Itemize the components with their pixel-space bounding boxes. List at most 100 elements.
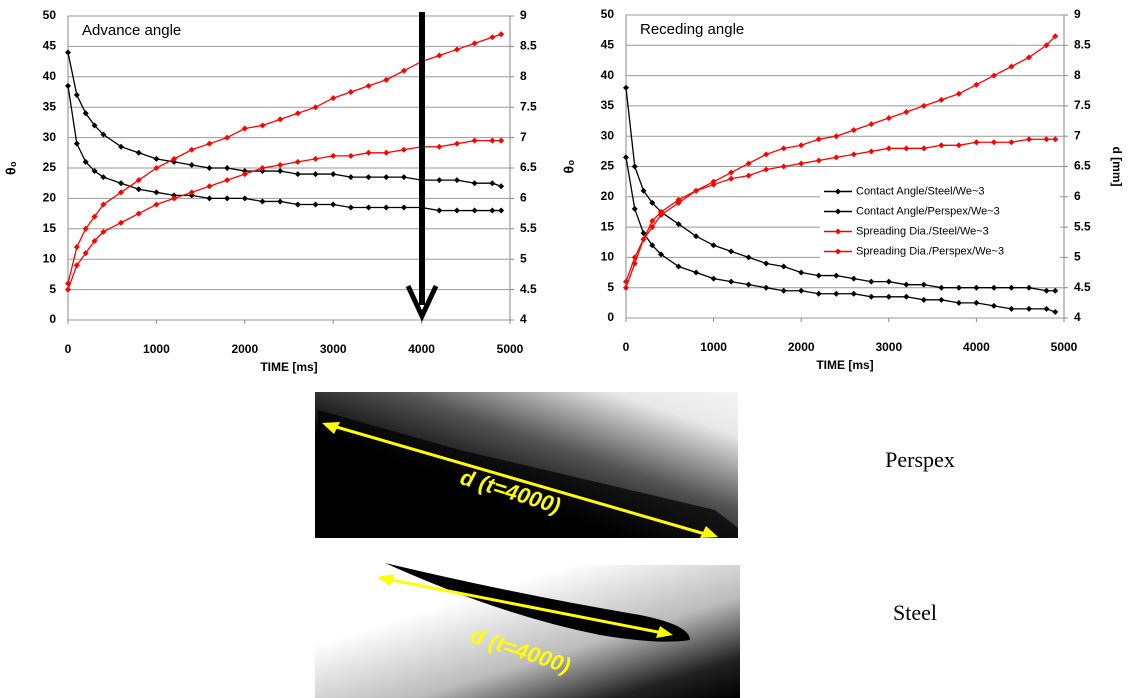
y2-tick-label: 7.5 [1074,98,1091,112]
data-point [294,201,301,208]
data-point [710,275,717,282]
y-tick-label: 20 [601,189,615,203]
data-point [623,278,629,285]
y-tick-label: 50 [43,8,57,22]
data-point [383,76,390,83]
y-tick-label: 20 [43,191,57,205]
data-point [100,201,107,208]
data-point [206,183,213,190]
data-point [400,67,407,74]
data-point [728,175,735,182]
data-point [91,168,98,175]
series-line [625,35,1056,282]
y-tick-label: 35 [43,99,57,113]
data-point [850,151,857,158]
data-point [1043,287,1050,294]
data-point [100,174,107,181]
y-tick-label: 45 [43,39,57,53]
y2-tick-label: 4.5 [1074,280,1091,294]
y-tick-label: 40 [601,68,615,82]
legend-label: Spreading Dia./Perspex/We~3 [856,245,1004,257]
data-point [780,145,787,152]
data-point [471,137,478,144]
data-point [383,174,390,181]
series-line [67,139,502,290]
data-point [1008,284,1015,291]
data-point [675,263,682,270]
data-point [640,236,647,243]
y-axis-label: θ₀ [3,161,19,175]
y2-tick-label: 6 [1074,189,1081,203]
data-point [224,195,231,202]
y2-tick-label: 7 [1074,128,1081,142]
data-point [631,163,638,170]
y-tick-label: 5 [607,280,614,294]
y2-axis-label: d [mm] [1110,147,1124,187]
data-point [206,195,213,202]
data-point [798,160,805,167]
data-point [118,143,125,150]
data-point [955,284,962,291]
data-point [312,201,319,208]
y-axis-label: θ₀ [561,160,577,174]
y2-tick-label: 6.5 [520,160,537,174]
data-point [153,165,160,171]
y2-tick-label: 4 [520,312,527,326]
data-point [277,161,284,168]
series-line [67,52,502,187]
data-point [277,168,284,175]
y2-tick-label: 8.5 [1074,37,1091,51]
data-point [1025,305,1032,312]
data-point [347,174,354,181]
x-tick-label: 1000 [700,340,727,354]
data-point [798,269,805,276]
title-background [79,19,185,41]
data-point [693,187,700,194]
data-point [365,149,372,156]
y-tick-label: 25 [43,160,57,174]
data-point [91,122,98,129]
data-point [885,293,892,300]
data-point [1008,139,1015,146]
y-tick-label: 30 [43,130,57,144]
x-tick-label: 0 [623,340,630,354]
data-point [780,287,787,294]
data-point [973,81,980,88]
y2-tick-label: 4 [1074,310,1081,324]
data-point [1025,54,1032,61]
data-point [489,137,496,144]
data-point [73,262,80,269]
photo-label: Steel [893,600,937,625]
data-point [903,281,910,288]
data-point [903,145,910,152]
data-point [241,125,248,132]
data-point [1052,33,1059,40]
data-point [728,278,735,285]
data-point [815,290,822,297]
data-point [798,287,805,294]
data-point [728,248,735,255]
data-point [259,122,266,129]
data-point [990,72,997,79]
y2-tick-label: 9 [1074,7,1081,21]
data-point [82,225,89,232]
x-axis-label: TIME [ms] [816,358,873,372]
data-point [347,204,354,211]
data-point [224,177,231,184]
data-point [294,110,301,117]
data-point [780,163,787,170]
y2-tick-label: 8 [520,69,527,83]
arrow-head [377,574,394,586]
data-point [171,192,178,199]
data-point [171,195,178,202]
data-point [658,251,665,258]
y2-tick-label: 6.5 [1074,159,1091,173]
data-point [118,219,125,226]
y-tick-label: 35 [601,98,615,112]
data-point [241,168,248,175]
data-point [640,187,647,194]
data-point [471,40,478,47]
data-point [955,90,962,97]
data-point [1043,305,1050,312]
data-point [436,177,443,184]
